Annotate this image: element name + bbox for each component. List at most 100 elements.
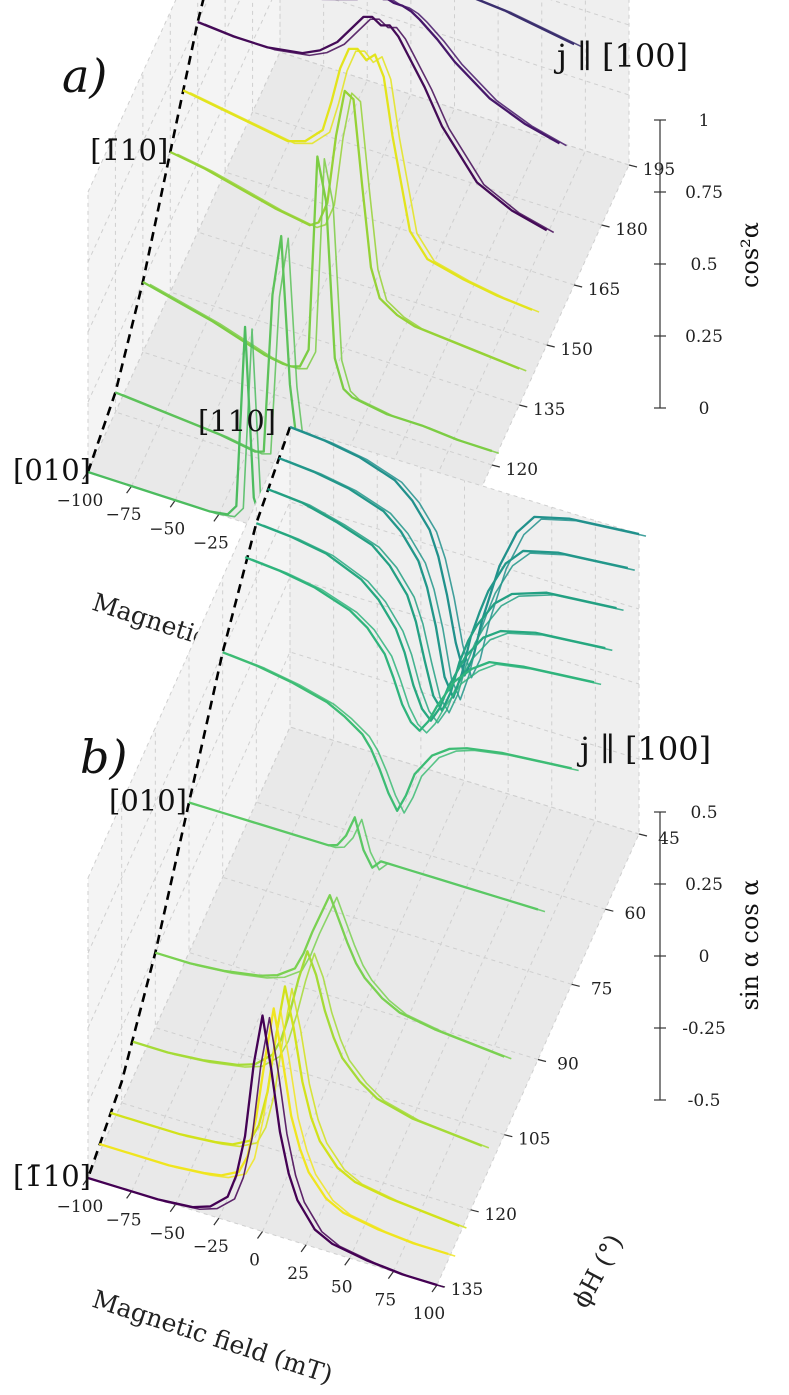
x-tick-mark <box>213 514 220 522</box>
y-tick-label: 90 <box>557 1055 579 1075</box>
series-line-60 <box>255 522 606 722</box>
z-tick-label: -0.25 <box>682 1019 726 1039</box>
y-tick-label: 105 <box>518 1130 550 1150</box>
x-tick-label: −50 <box>149 519 185 539</box>
series-line-return-120 <box>149 157 500 455</box>
x-tick-mark <box>387 1271 394 1279</box>
y-tick-mark <box>537 1058 547 1063</box>
grid-line-y <box>222 577 572 985</box>
y-tick-mark <box>605 908 614 912</box>
grid-line-x <box>174 0 368 501</box>
x-tick-label: −75 <box>106 1210 142 1230</box>
x-tick-mark <box>344 1257 351 1266</box>
series-line-return-55 <box>274 490 624 714</box>
y-tick-mark <box>546 344 555 348</box>
z-tick-label: -0.5 <box>688 1091 721 1111</box>
grid-line-x <box>131 0 325 487</box>
y-tick-label: 120 <box>484 1205 516 1225</box>
grid-line-y <box>252 0 602 226</box>
series-line-return-90 <box>195 803 546 913</box>
direction-label: [110] <box>198 404 276 438</box>
grid-line-z <box>87 501 640 954</box>
x-tick-mark <box>431 1284 438 1293</box>
series-line-return-130 <box>105 1009 456 1257</box>
y-tick-label: 135 <box>451 1280 483 1300</box>
grid-line-z <box>87 0 630 403</box>
x-tick-mark <box>169 1204 176 1213</box>
floor-pane <box>88 727 639 1285</box>
panel-label: b) <box>80 730 127 784</box>
series-line-return-75 <box>229 653 579 814</box>
y-axis-label: ϕH (°) <box>566 1229 629 1312</box>
series-line-135 <box>169 89 520 370</box>
grid-line-x <box>305 0 499 543</box>
panel-b: −100−75−50−25025507510045607590105120135… <box>13 404 764 1389</box>
y-tick-label: 60 <box>625 904 647 924</box>
grid-line-y <box>255 502 606 910</box>
series-line-return-115 <box>139 952 490 1149</box>
direction-label: [010] <box>109 784 187 818</box>
y-tick-mark <box>573 284 583 288</box>
x-tick-mark <box>213 1217 220 1226</box>
x-tick-label: −50 <box>149 1224 185 1244</box>
x-tick-label: 100 <box>413 1304 445 1324</box>
z-tick-label: 0.25 <box>685 875 723 895</box>
y-tick-mark <box>571 983 580 987</box>
series-line-120 <box>142 155 493 453</box>
direction-label: [1̄10] <box>90 133 168 167</box>
grid-line-y <box>142 72 493 466</box>
x-tick-label: 25 <box>287 1264 309 1284</box>
grid-line-y <box>224 0 575 286</box>
y-tick-label: 45 <box>658 829 680 849</box>
current-direction-label: j ∥ [100] <box>576 730 711 768</box>
z-tick-label: 0 <box>699 399 710 419</box>
series-line-return-135 <box>176 92 527 372</box>
y-tick-label: 135 <box>533 400 565 420</box>
series-line-75 <box>222 651 572 812</box>
x-axis-label: Magnetic field (mT) <box>89 1284 336 1389</box>
y-tick-mark <box>470 1209 479 1213</box>
series-line-return-105 <box>162 896 512 1060</box>
series-line-return-135 <box>94 1016 445 1288</box>
y-tick-label: 180 <box>615 220 647 240</box>
z-axis-label: sin α cos α <box>736 880 764 1011</box>
grid-line-y <box>121 802 471 1211</box>
x-tick-label: −25 <box>193 1237 229 1257</box>
x-tick-label: −75 <box>106 505 142 525</box>
grid-line-z <box>87 726 640 1179</box>
x-tick-label: 75 <box>375 1291 397 1311</box>
grid-line-x <box>218 0 412 515</box>
grid-line-y <box>197 0 547 346</box>
x-tick-mark <box>126 485 133 494</box>
envelope-curve <box>86 426 292 1179</box>
grid-line-z <box>87 0 177 193</box>
grid-line-y <box>154 727 505 1136</box>
series-line-150 <box>197 15 548 232</box>
x-tick-mark <box>82 471 89 480</box>
grid-line-x <box>262 0 455 529</box>
x-tick-label: 0 <box>249 1251 260 1271</box>
x-tick-mark <box>82 1177 89 1186</box>
y-tick-label: 195 <box>643 160 675 180</box>
z-tick-label: 0 <box>699 947 710 967</box>
grid-line-y <box>169 12 520 406</box>
series-line-142 <box>182 47 533 311</box>
current-direction-label: j ∥ [100] <box>553 37 688 75</box>
series-line-return-45 <box>296 428 647 679</box>
y-tick-label: 150 <box>560 340 592 360</box>
x-tick-label: −25 <box>193 533 229 553</box>
left-pane <box>88 0 280 472</box>
y-tick-mark <box>638 833 648 837</box>
grid-line-z <box>87 576 640 1029</box>
x-tick-mark <box>169 499 176 508</box>
z-tick-label: 1 <box>699 111 710 131</box>
z-tick-label: 0.5 <box>690 803 717 823</box>
y-tick-label: 75 <box>591 979 613 999</box>
series-line-return-150 <box>204 18 555 234</box>
grid-line-z <box>87 0 630 333</box>
x-tick-mark <box>300 1244 307 1253</box>
grid-line-y <box>87 878 438 1286</box>
direction-label: [010] <box>13 453 91 487</box>
series-line-return-65 <box>251 558 602 734</box>
x-tick-label: −100 <box>57 491 104 511</box>
